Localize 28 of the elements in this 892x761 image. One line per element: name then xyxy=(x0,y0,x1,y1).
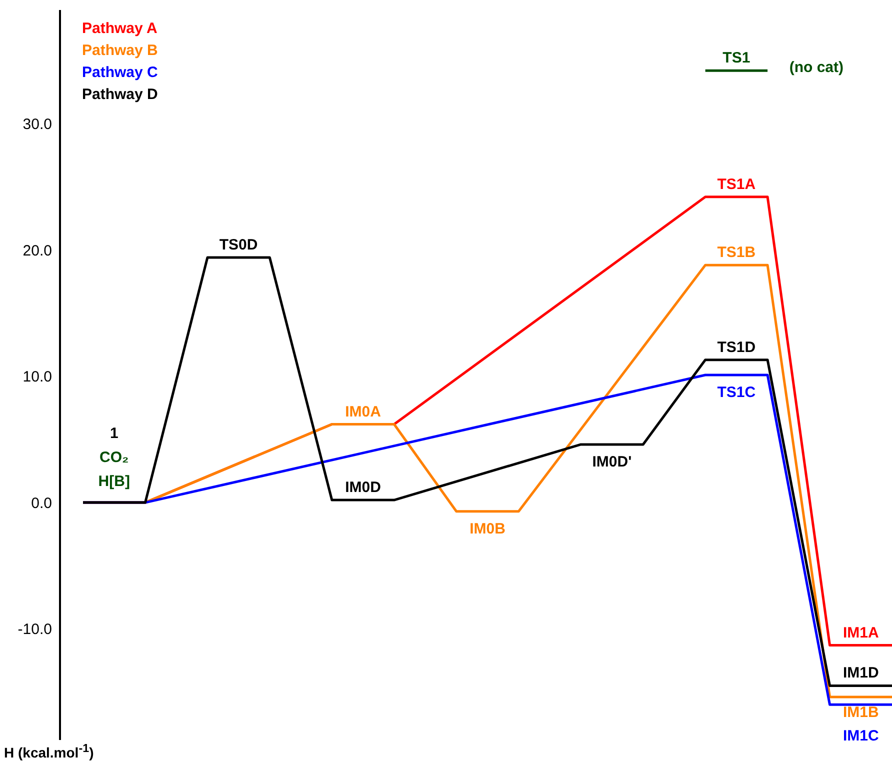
annotation: 1 xyxy=(110,424,118,443)
data-label: TS1A xyxy=(717,176,756,193)
y-tick-label: 10.0 xyxy=(22,368,52,386)
data-label: IM1A xyxy=(842,624,879,642)
y-tick-label: 0.0 xyxy=(31,494,52,512)
data-label: TS1D xyxy=(717,338,756,356)
text: Pathway C xyxy=(82,63,158,83)
text: Pathway D xyxy=(82,85,158,105)
annotation: CO₂ xyxy=(100,448,129,467)
data-label: TS1C xyxy=(717,384,756,401)
annotation: H[B] xyxy=(98,472,130,491)
y-tick-label: 20.0 xyxy=(22,242,52,260)
data-label: TS1 xyxy=(722,50,750,67)
y-tick-label: -10.0 xyxy=(18,621,52,638)
y-tick-label: 30.0 xyxy=(22,116,52,133)
text: Pathway A xyxy=(82,19,158,39)
data-label: IM0D' xyxy=(592,453,632,470)
data-label: IM0B xyxy=(470,520,506,538)
text: H (kcal.mol$^{-1}$) xyxy=(4,741,94,761)
data-label: IM0A xyxy=(345,403,382,420)
data-label: IM1C xyxy=(842,728,879,745)
annotation: (no cat) xyxy=(789,58,844,77)
text: Pathway B xyxy=(82,41,158,61)
data-label: IM1B xyxy=(842,704,879,722)
data-label: TS1B xyxy=(717,244,756,262)
data-label: TS0D xyxy=(219,236,258,254)
data-label: IM0D xyxy=(345,479,382,496)
data-label: IM1D xyxy=(842,664,879,682)
